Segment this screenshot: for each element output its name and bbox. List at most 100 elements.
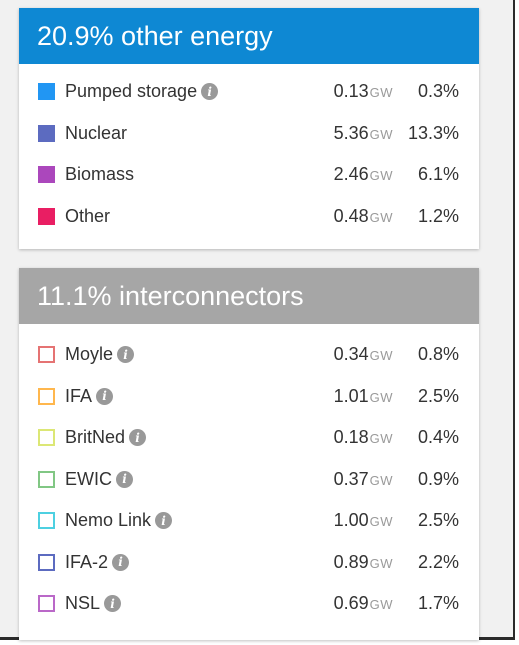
info-icon[interactable]: i [112,553,130,571]
list-item: Moyle i 0.34 GW 0.8% [19,334,479,376]
list-item: IFA i 1.01 GW 2.5% [19,376,479,418]
info-icon[interactable]: i [155,512,173,530]
power-unit: GW [369,85,393,101]
source-label: Other [65,205,111,226]
list-item: NSL i 0.69 GW 1.7% [19,583,479,625]
percent-value: 1.7% [417,593,459,614]
legend-swatch [38,387,55,405]
power-value: 1.01 GW [334,386,393,407]
percent-value: 2.5% [417,510,459,531]
percent-value: 6.1% [417,164,459,185]
interconnectors-list: Moyle i 0.34 GW 0.8% IFA i 1.01 GW 2.5% BritNed i 0.… [19,324,479,625]
power-unit: GW [369,126,393,142]
source-label: Biomass [65,164,135,185]
source-label: NSL [65,593,101,614]
source-name: NSL i [65,593,122,614]
power-number: 1.00 [333,510,369,531]
percent-value: 0.3% [417,81,459,102]
info-icon[interactable]: i [129,429,147,447]
power-value: 0.37 GW [334,469,393,490]
legend-swatch [38,553,55,571]
power-value: 0.69 GW [334,593,393,614]
list-item: IFA-2 i 0.89 GW 2.2% [19,542,479,584]
power-unit: GW [369,431,393,447]
percent-value: 2.2% [417,551,459,572]
power-unit: GW [369,168,393,184]
legend-swatch [38,512,55,530]
power-value: 0.89 GW [334,552,393,573]
power-unit: GW [369,472,393,488]
legend-swatch [38,83,55,101]
info-icon[interactable]: i [117,346,135,364]
source-label: Nemo Link [65,510,152,531]
power-value: 5.36 GW [334,123,393,144]
source-name: Pumped storage i [65,81,219,102]
power-number: 0.89 [333,551,369,572]
percent-value: 0.9% [417,468,459,489]
power-unit: GW [369,514,393,530]
source-name: Moyle i [65,344,135,365]
info-icon[interactable]: i [201,83,219,101]
legend-swatch [38,124,55,142]
source-name: IFA-2 i [65,551,130,573]
list-item: Nuclear 5.36 GW 13.3% [19,113,479,155]
other-energy-list: Pumped storage i 0.13 GW 0.3% Nuclear 5.36 GW 13… [19,64,479,237]
power-value: 2.46 GW [334,164,393,185]
interconnectors-title: 11.1% interconnectors [37,280,304,311]
info-icon[interactable]: i [116,470,133,488]
power-number: 0.18 [333,427,369,448]
power-unit: GW [369,555,393,571]
power-unit: GW [369,597,393,613]
list-item: Pumped storage i 0.13 GW 0.3% [19,71,479,113]
source-label: IFA [65,385,93,406]
other-energy-header: 20.9% other energy [19,8,479,64]
list-item: Nemo Link i 1.00 GW 2.5% [19,500,479,542]
list-item: BritNed i 0.18 GW 0.4% [19,417,479,459]
power-number: 1.01 [333,385,369,406]
legend-swatch [38,470,55,488]
list-item: EWIC i 0.37 GW 0.9% [19,459,479,501]
power-value: 0.34 GW [334,344,393,365]
power-value: 1.00 GW [334,510,393,531]
power-number: 0.69 [333,593,369,614]
legend-swatch [38,207,55,225]
power-value: 0.48 GW [334,206,393,227]
source-label: BritNed [65,427,126,448]
info-icon[interactable]: i [96,387,114,405]
other-energy-card: 20.9% other energy Pumped storage i 0.13 GW… [19,8,479,249]
source-label: IFA-2 [65,551,109,572]
source-label: Moyle [65,344,114,365]
percent-value: 0.8% [417,344,459,365]
source-name: BritNed i [65,427,147,448]
power-number: 2.46 [333,164,369,185]
power-number: 0.13 [333,81,369,102]
legend-swatch [38,166,55,184]
power-number: 0.34 [333,344,369,365]
power-unit: GW [369,209,393,225]
power-number: 0.37 [333,468,369,489]
power-value: 0.18 GW [334,427,393,448]
source-name: Nuclear [65,123,127,144]
source-name: Nemo Link i [65,510,173,531]
power-unit: GW [369,348,393,364]
percent-value: 0.4% [417,427,459,448]
info-icon[interactable]: i [104,595,122,613]
list-item: Other 0.48 GW 1.2% [19,196,479,238]
source-label: Nuclear [65,122,128,143]
interconnectors-card: 11.1% interconnectors Moyle i 0.34 GW 0.8% IF… [19,268,479,640]
interconnectors-header: 11.1% interconnectors [19,268,479,324]
legend-swatch [38,595,55,613]
power-number: 5.36 [333,122,369,143]
source-label: Pumped storage [65,81,198,102]
percent-value: 1.2% [417,205,459,226]
source-name: IFA i [65,385,114,407]
power-unit: GW [369,389,393,405]
other-energy-title: 20.9% other energy [37,20,273,51]
percent-value: 13.3% [407,122,459,143]
percent-value: 2.5% [417,385,459,406]
source-name: Other [65,206,110,227]
legend-swatch [38,346,55,364]
power-value: 0.13 GW [334,81,393,102]
legend-swatch [38,429,55,447]
